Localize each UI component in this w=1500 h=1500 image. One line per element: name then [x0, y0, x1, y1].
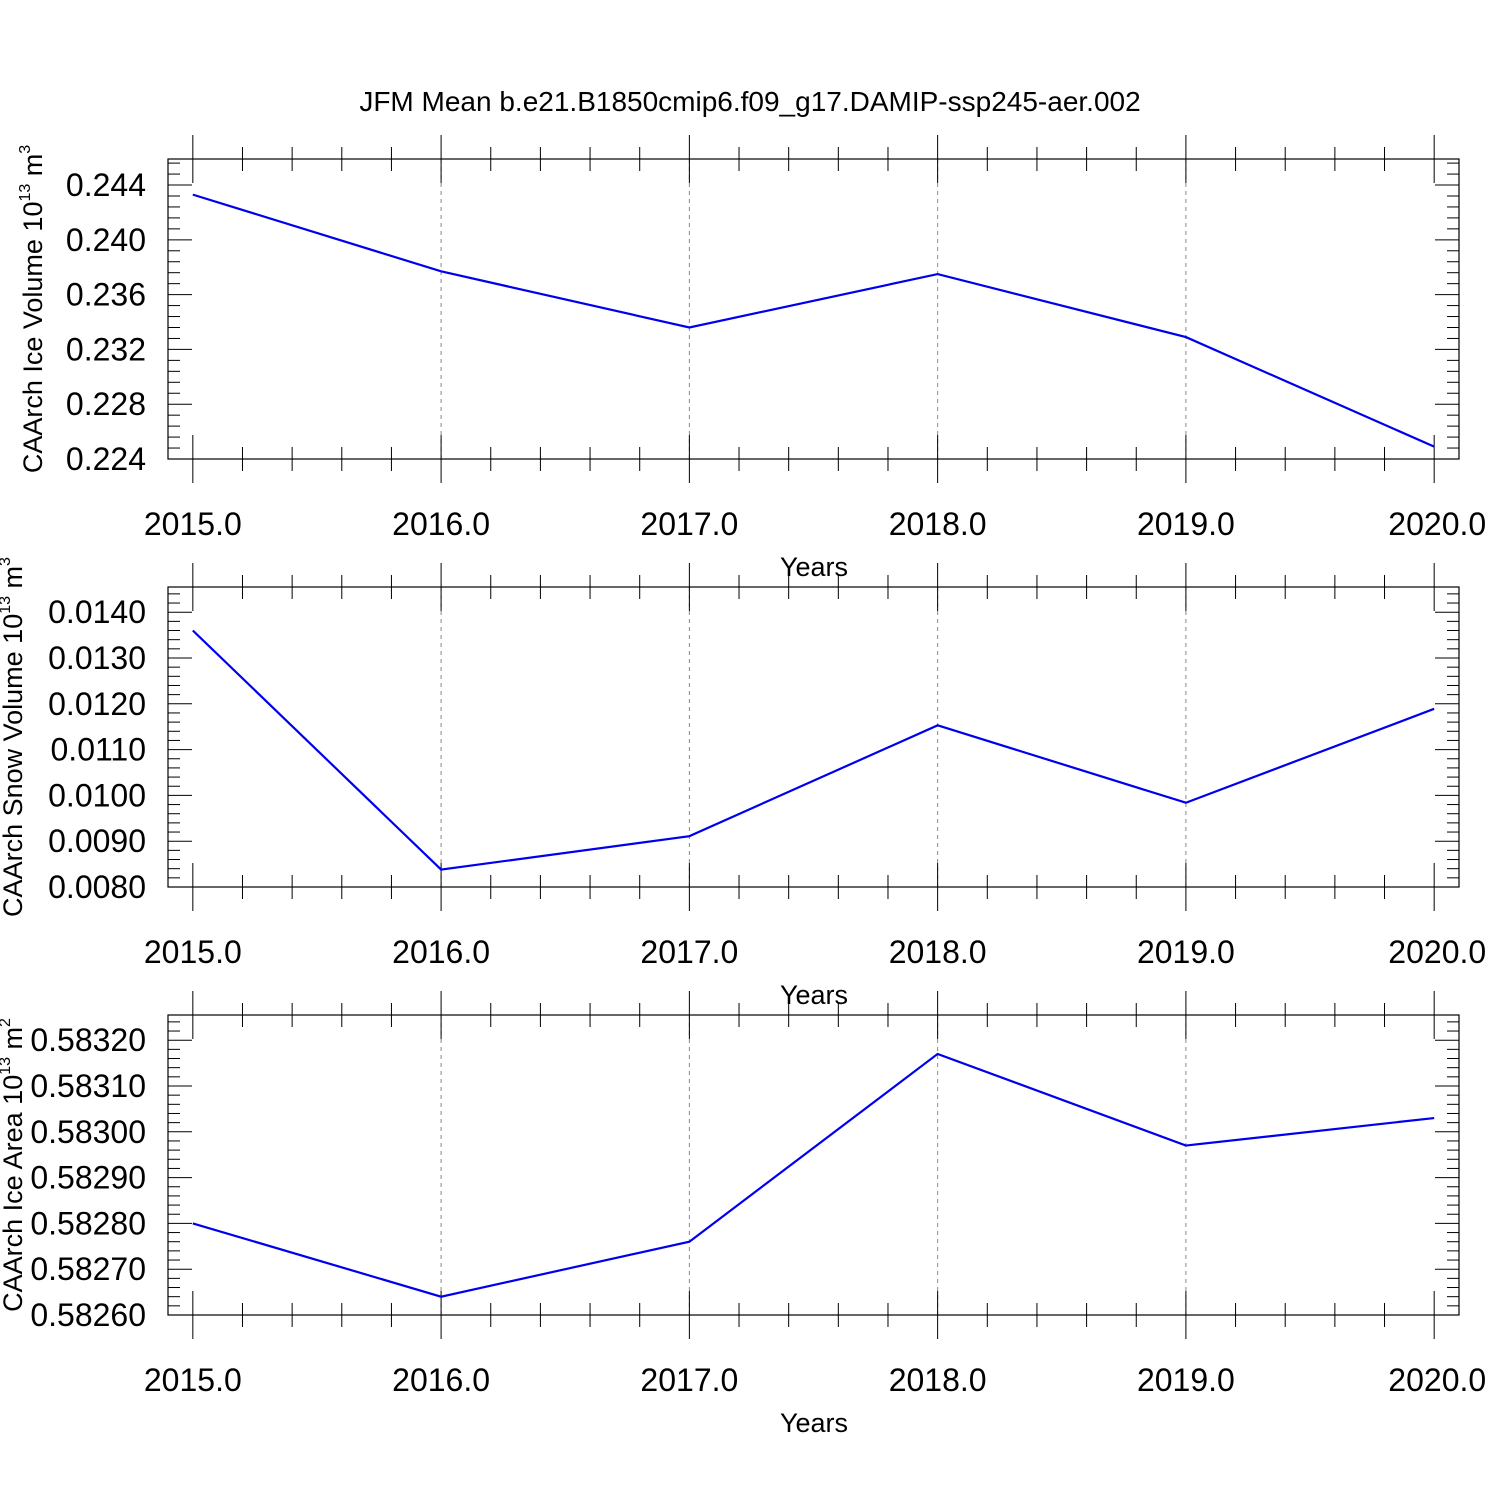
x-tick-label: 2016.0: [392, 506, 490, 542]
y-axis-label: CAArch Snow Volume 1013 m3: [0, 557, 28, 917]
x-tick-label: 2020.0: [1388, 506, 1486, 542]
panel-3: 0.58260 0.58270 0.58280 0.58290 0.58300 0.583…: [0, 991, 1486, 1438]
y-tick-label: 0.58280: [30, 1205, 146, 1241]
x-tick-label: 2019.0: [1137, 934, 1235, 970]
x-axis-label: Years: [780, 980, 848, 1010]
y-axis-label-exponent: 13: [0, 596, 14, 614]
figure-title: JFM Mean b.e21.B1850cmip6.f09_g17.DAMIP-…: [359, 86, 1140, 117]
plot-frame: [167, 1014, 1460, 1316]
y-axis-label-exponent: 13: [0, 1057, 14, 1075]
x-tick-label: 2017.0: [640, 934, 738, 970]
y-tick-label: 0.58300: [30, 1114, 146, 1150]
y-tick-label: 0.58260: [30, 1297, 146, 1333]
x-tick-label: 2015.0: [144, 506, 242, 542]
x-tick-label: 2017.0: [640, 1362, 738, 1398]
y-tick-label: 0.0120: [48, 686, 146, 722]
y-tick-label: 0.244: [66, 167, 146, 203]
y-tick-label: 0.224: [66, 441, 146, 477]
y-axis-label-unit: m: [18, 154, 48, 184]
y-tick-label: 0.0140: [48, 594, 146, 630]
x-tick-label: 2019.0: [1137, 506, 1235, 542]
y-tick-label: 0.240: [66, 222, 146, 258]
y-axis-label-unit-exponent: 3: [0, 557, 14, 566]
chart-panels: 0.224 0.228 0.232 0.236 0.240 0.244 2015.0 2016…: [0, 135, 1486, 1438]
y-axis-label-unit-exponent: 3: [17, 145, 34, 154]
y-axis-label-unit: m: [0, 1027, 28, 1057]
x-tick-label: 2018.0: [889, 1362, 987, 1398]
y-tick-label: 0.228: [66, 386, 146, 422]
y-axis-label-text: CAArch Snow Volume 10: [0, 614, 28, 917]
y-tick-label: 0.0090: [48, 823, 146, 859]
y-axis-label-text: CAArch Ice Volume 10: [18, 202, 48, 474]
x-tick-label: 2020.0: [1388, 1362, 1486, 1398]
y-axis-label: CAArch Ice Volume 1013 m3: [17, 145, 48, 473]
y-tick-label: 0.58270: [30, 1251, 146, 1287]
y-tick-label: 0.58320: [30, 1022, 146, 1058]
x-axis-label: Years: [780, 552, 848, 582]
x-tick-label: 2015.0: [144, 1362, 242, 1398]
y-tick-label: 0.0110: [51, 732, 147, 768]
plot-frame: [167, 158, 1460, 460]
series-line-1: [192, 629, 1435, 871]
y-tick-label: 0.0100: [48, 777, 146, 813]
panel-1: 0.224 0.228 0.232 0.236 0.240 0.244 2015.0 2016…: [17, 135, 1486, 582]
plot-frame: [167, 586, 1460, 888]
y-tick-label: 0.0130: [48, 640, 146, 676]
y-tick-label: 0.236: [66, 277, 146, 313]
y-axis-label-unit-exponent: 2: [0, 1018, 14, 1027]
y-axis-label: CAArch Ice Area 1013 m2: [0, 1018, 28, 1312]
x-tick-label: 2019.0: [1137, 1362, 1235, 1398]
x-tick-label: 2015.0: [144, 934, 242, 970]
x-tick-label: 2020.0: [1388, 934, 1486, 970]
y-tick-label: 0.58290: [30, 1160, 146, 1196]
y-tick-label: 0.0080: [48, 869, 146, 905]
x-tick-label: 2016.0: [392, 1362, 490, 1398]
series-line-1: [192, 193, 1435, 448]
x-tick-label: 2017.0: [640, 506, 738, 542]
y-axis-label-text: CAArch Ice Area 10: [0, 1075, 28, 1312]
panel-2: 0.0080 0.0090 0.0100 0.0110 0.0120 0.0130 0.01…: [0, 557, 1486, 1010]
y-tick-label: 0.232: [66, 331, 146, 367]
x-tick-label: 2018.0: [889, 934, 987, 970]
y-axis-label-exponent: 13: [17, 184, 34, 202]
x-axis-label: Years: [780, 1408, 848, 1438]
y-axis-label-unit: m: [0, 566, 28, 596]
y-tick-label: 0.58310: [30, 1068, 146, 1104]
series-line-1: [192, 1052, 1435, 1298]
x-tick-label: 2018.0: [889, 506, 987, 542]
x-tick-label: 2016.0: [392, 934, 490, 970]
